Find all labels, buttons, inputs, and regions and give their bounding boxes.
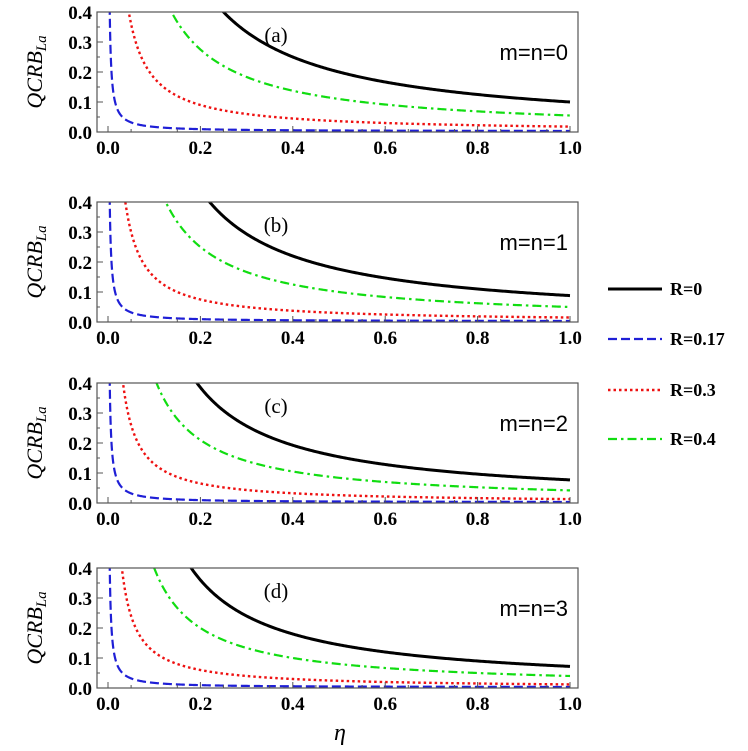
panel-label: (b) (264, 213, 289, 237)
panel-label: (c) (264, 394, 287, 418)
x-tick-label: 0.0 (96, 138, 120, 159)
series-line-r-0 (221, 12, 571, 104)
series-line-r-0-3 (127, 12, 571, 128)
x-tick-label: 0.2 (189, 509, 213, 530)
panel-a: 0.0 0.1 0.2 0.3 0.4 0.0 0.2 0.4 0.6 0.8 1.0 QCRBLa (… (22, 3, 582, 159)
panel-annotation: m=n=0 (500, 40, 569, 65)
panel-label: (d) (264, 579, 289, 603)
series-line-r-0-17 (108, 383, 570, 503)
x-tick-label: 0.6 (373, 138, 397, 159)
y-tick-label: 0.3 (68, 33, 92, 54)
y-tick-label: 0.1 (68, 283, 92, 304)
x-tick-label: 1.0 (558, 509, 582, 530)
x-tick-label: 0.4 (281, 509, 305, 530)
x-axis-label: η (334, 720, 346, 746)
series-line-r-0-4 (153, 568, 571, 678)
series-line-r-0-17 (108, 568, 570, 688)
panel-c: 0.0 0.1 0.2 0.3 0.4 0.0 0.2 0.4 0.6 0.8 1.0 QCRBLa (… (22, 374, 582, 530)
x-tick-label: 0.6 (373, 509, 397, 530)
y-tick-label: 0.1 (68, 649, 92, 670)
x-tick-label: 0.8 (466, 694, 490, 715)
y-axis-label: QCRBLa (22, 225, 50, 298)
legend-label: R=0.17 (670, 329, 725, 349)
series-line-r-0-3 (121, 383, 571, 501)
panel-annotation: m=n=1 (500, 230, 569, 255)
y-axis-label: QCRBLa (22, 35, 50, 108)
y-tick-label: 0.0 (68, 313, 92, 334)
x-tick-label: 0.4 (281, 138, 305, 159)
y-axis-label: QCRBLa (22, 406, 50, 479)
x-tick-label: 0.0 (96, 694, 120, 715)
x-tick-label: 0.6 (373, 694, 397, 715)
series-line-r-0-17 (108, 202, 570, 322)
legend-label: R=0.4 (670, 429, 716, 449)
y-axis-label-main: QCRB (22, 241, 47, 298)
y-tick-label: 0.2 (68, 63, 92, 84)
y-axis-label-sub: La (34, 35, 50, 52)
x-tick-label: 0.0 (96, 328, 120, 349)
series-line-r-0 (195, 383, 571, 482)
x-tick-label: 0.4 (281, 328, 305, 349)
x-tick-label: 1.0 (558, 694, 582, 715)
y-axis-label-main: QCRB (22, 607, 47, 664)
y-axis-label: QCRBLa (22, 591, 50, 664)
y-tick-label: 0.2 (68, 619, 92, 640)
y-tick-label: 0.4 (68, 559, 92, 580)
plot-frame (96, 201, 579, 323)
series-line-r-0 (189, 568, 571, 668)
legend-label: R=0.3 (670, 380, 716, 400)
plot-frame (96, 382, 579, 504)
y-tick-label: 0.0 (68, 679, 92, 700)
y-tick-label: 0.3 (68, 589, 92, 610)
y-tick-label: 0.4 (68, 374, 92, 395)
x-tick-label: 0.2 (189, 328, 213, 349)
y-tick-label: 0.4 (68, 193, 92, 214)
y-tick-label: 0.2 (68, 434, 92, 455)
y-axis-label-main: QCRB (22, 51, 47, 108)
series-line-r-0-3 (120, 568, 571, 686)
y-axis-label-sub: La (34, 591, 50, 608)
series-line-r-0 (207, 202, 571, 298)
plot-frame (96, 567, 579, 689)
y-tick-label: 0.0 (68, 123, 92, 144)
legend: R=0 R=0.17 R=0.3 R=0.4 (608, 279, 725, 449)
x-tick-label: 0.4 (281, 694, 305, 715)
y-axis-label-main: QCRB (22, 422, 47, 479)
x-tick-label: 0.2 (189, 138, 213, 159)
panel-b: 0.0 0.1 0.2 0.3 0.4 0.0 0.2 0.4 0.6 0.8 1.0 QCRBLa (… (22, 193, 582, 349)
x-tick-label: 0.2 (189, 694, 213, 715)
panel-annotation: m=n=3 (500, 596, 569, 621)
y-axis-label-sub: La (34, 225, 50, 242)
y-tick-label: 0.1 (68, 464, 92, 485)
panel-annotation: m=n=2 (500, 411, 569, 436)
panel-d: 0.0 0.1 0.2 0.3 0.4 0.0 0.2 0.4 0.6 0.8 1.0 QCRBLa (… (22, 559, 582, 715)
x-tick-label: 1.0 (558, 328, 582, 349)
legend-label: R=0 (670, 279, 702, 299)
series-line-r-0-17 (108, 12, 570, 132)
y-axis-label-sub: La (34, 406, 50, 423)
y-tick-label: 0.2 (68, 253, 92, 274)
series-line-r-0-3 (124, 202, 571, 319)
x-tick-label: 1.0 (558, 138, 582, 159)
x-tick-label: 0.6 (373, 328, 397, 349)
y-tick-label: 0.3 (68, 223, 92, 244)
x-tick-label: 0.0 (96, 509, 120, 530)
y-tick-label: 0.0 (68, 494, 92, 515)
x-tick-label: 0.8 (466, 328, 490, 349)
x-tick-label: 0.8 (466, 138, 490, 159)
y-tick-label: 0.1 (68, 93, 92, 114)
panel-label: (a) (264, 23, 287, 47)
x-tick-label: 0.8 (466, 509, 490, 530)
series-line-r-0-4 (155, 383, 571, 492)
y-tick-label: 0.3 (68, 404, 92, 425)
y-tick-label: 0.4 (68, 3, 92, 24)
